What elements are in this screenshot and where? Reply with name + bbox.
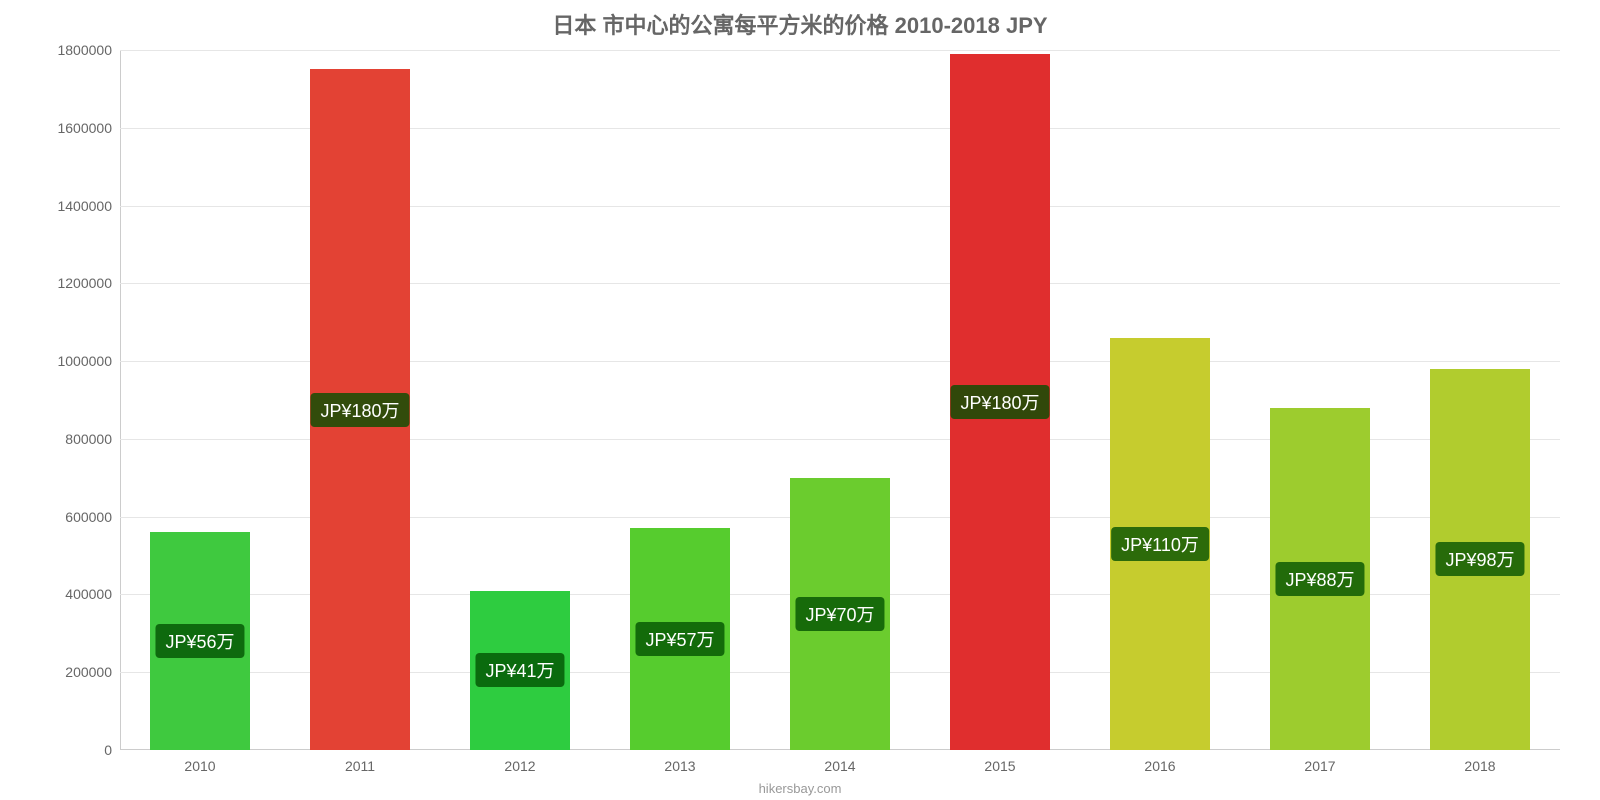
bar-chart: 日本 市中心的公寓每平方米的价格 2010-2018 JPY 020000040… bbox=[0, 0, 1600, 800]
y-tick-label: 400000 bbox=[65, 586, 120, 602]
y-tick-label: 600000 bbox=[65, 509, 120, 525]
x-tick-label: 2013 bbox=[664, 750, 695, 774]
y-axis-line bbox=[120, 50, 121, 750]
y-tick-label: 800000 bbox=[65, 431, 120, 447]
x-tick-label: 2017 bbox=[1304, 750, 1335, 774]
x-tick-label: 2010 bbox=[184, 750, 215, 774]
chart-title: 日本 市中心的公寓每平方米的价格 2010-2018 JPY bbox=[0, 8, 1600, 40]
bar-value-label: JP¥98万 bbox=[1435, 542, 1524, 576]
bar-value-label: JP¥70万 bbox=[795, 597, 884, 631]
bar-value-label: JP¥180万 bbox=[310, 393, 409, 427]
y-tick-label: 1200000 bbox=[57, 275, 120, 291]
bar-value-label: JP¥180万 bbox=[950, 385, 1049, 419]
bar-value-label: JP¥57万 bbox=[635, 622, 724, 656]
bar-value-label: JP¥56万 bbox=[155, 624, 244, 658]
credit-text: hikersbay.com bbox=[0, 781, 1600, 796]
x-tick-label: 2018 bbox=[1464, 750, 1495, 774]
x-tick-label: 2011 bbox=[345, 750, 375, 774]
bar-value-label: JP¥41万 bbox=[475, 653, 564, 687]
x-tick-label: 2014 bbox=[824, 750, 855, 774]
y-tick-label: 1000000 bbox=[57, 353, 120, 369]
plot-area: 0200000400000600000800000100000012000001… bbox=[120, 50, 1560, 750]
x-tick-label: 2015 bbox=[984, 750, 1015, 774]
y-tick-label: 0 bbox=[104, 742, 120, 758]
x-tick-label: 2016 bbox=[1144, 750, 1175, 774]
y-tick-label: 1800000 bbox=[57, 42, 120, 58]
gridline bbox=[120, 50, 1560, 51]
y-tick-label: 200000 bbox=[65, 664, 120, 680]
bar-value-label: JP¥110万 bbox=[1111, 527, 1209, 561]
y-tick-label: 1600000 bbox=[57, 120, 120, 136]
bar-value-label: JP¥88万 bbox=[1275, 562, 1364, 596]
x-tick-label: 2012 bbox=[504, 750, 535, 774]
y-tick-label: 1400000 bbox=[57, 198, 120, 214]
